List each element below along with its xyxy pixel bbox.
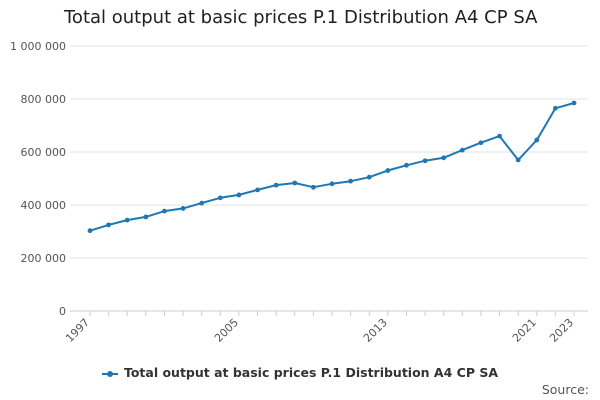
data-point: [143, 214, 149, 220]
data-point: [385, 168, 391, 173]
data-point: [87, 228, 93, 234]
data-point: [478, 140, 484, 146]
data-point: [497, 133, 502, 139]
y-tick-label: 600 000: [21, 146, 67, 159]
y-tick-label: 1 000 000: [10, 40, 66, 53]
data-point: [552, 105, 558, 111]
data-point: [571, 100, 577, 106]
x-tick-label: 2013: [361, 316, 390, 345]
axes: 0 200 000 400 000 600 000 800 000 1 000 000 19…: [10, 40, 588, 345]
data-point: [459, 147, 465, 153]
data-point: [273, 182, 279, 188]
x-tick-label: 1997: [63, 316, 92, 345]
x-tick-label: 2021: [510, 316, 539, 345]
x-tick-label: 2023: [547, 316, 576, 345]
legend-line-marker-icon: [101, 368, 118, 380]
data-point: [310, 184, 316, 190]
data-point: [366, 174, 372, 180]
y-tick-label: 200 000: [21, 252, 67, 265]
y-tick-label: 800 000: [21, 93, 67, 106]
x-tick-label: 2005: [212, 316, 241, 345]
data-point: [199, 200, 205, 206]
legend-label: Total output at basic prices P.1 Distrib…: [123, 365, 499, 380]
data-point: [255, 187, 260, 193]
data-point: [534, 137, 540, 143]
data-point: [422, 158, 428, 164]
data-point: [515, 157, 521, 163]
data-point: [217, 195, 223, 201]
chart-title: Total output at basic prices P.1 Distrib…: [64, 7, 538, 28]
data-point: [292, 180, 298, 186]
gridlines: [70, 45, 588, 259]
data-point: [329, 181, 335, 187]
data-point: [236, 192, 242, 198]
data-point: [162, 208, 167, 214]
data-points: [87, 100, 577, 234]
data-point: [124, 217, 130, 223]
data-point: [106, 222, 112, 228]
data-point: [404, 162, 409, 168]
y-tick-label: 400 000: [21, 199, 67, 212]
source-label: Source:: [541, 382, 589, 397]
data-point: [441, 155, 447, 161]
data-point: [348, 178, 354, 184]
y-tick-label: 0: [59, 305, 66, 318]
legend[interactable]: Total output at basic prices P.1 Distrib…: [0, 365, 600, 380]
data-point: [180, 206, 186, 211]
